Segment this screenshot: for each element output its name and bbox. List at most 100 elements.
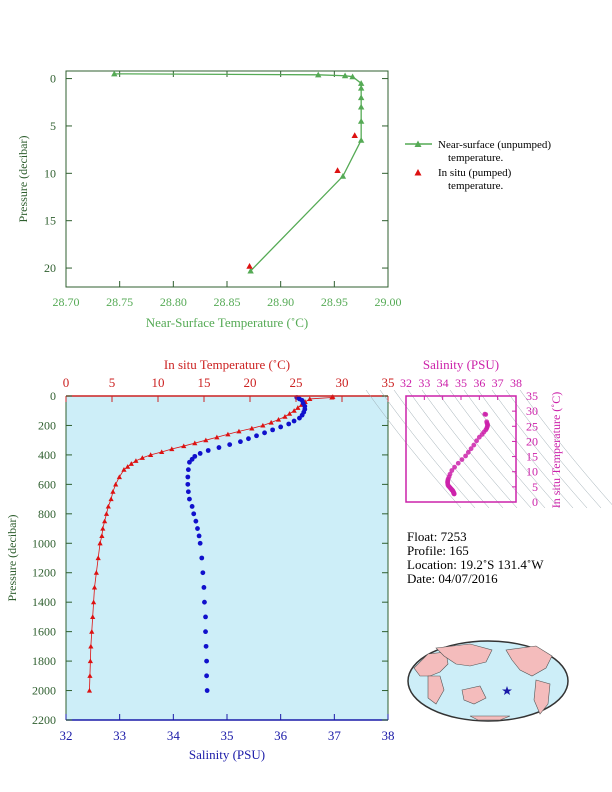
- temperature-point: [139, 455, 145, 460]
- temperature-point: [125, 464, 131, 469]
- temperature-point: [100, 525, 106, 531]
- location: Location: 19.2˚S 131.4˚W: [407, 557, 544, 572]
- inset-x-tick-label: 36: [473, 376, 485, 390]
- density-contour-line: [435, 389, 532, 509]
- temperature-point: [133, 458, 139, 463]
- salinity-point: [187, 459, 192, 465]
- float-id: Float: 7253: [407, 529, 467, 544]
- temperature-point: [88, 643, 94, 649]
- top-legend: Near-surface (unpumped) temperature. In …: [405, 139, 551, 192]
- near-surface-point: [357, 136, 365, 143]
- temperature-tick-label: 5: [109, 375, 116, 390]
- inset-y-tick-label: 20: [526, 434, 538, 448]
- pressure-tick-label: 1400: [32, 595, 56, 609]
- temperature-point: [89, 629, 95, 634]
- pressure-tick-label: 2200: [32, 713, 56, 727]
- map-land-asia: [435, 643, 493, 667]
- temperature-axis-label: In situ Temperature (˚C): [164, 357, 290, 372]
- in-situ-temperature-point: [246, 262, 253, 269]
- salinity-point: [278, 424, 284, 430]
- salinity-point: [193, 518, 199, 524]
- temperature-point: [203, 437, 209, 443]
- temperature-point: [105, 503, 111, 509]
- temperature-point: [192, 440, 198, 446]
- salinity-tick-label: 33: [113, 728, 126, 743]
- pressure-tick-label: 400: [38, 448, 56, 462]
- salinity-point: [291, 418, 297, 424]
- pressure-tick-label: 1200: [32, 566, 56, 580]
- top-x-tick-label: 28.95: [321, 295, 348, 309]
- salinity-point: [216, 445, 222, 450]
- salinity-point: [202, 599, 207, 605]
- density-contour-line: [519, 389, 612, 505]
- inset-y-tick-label: 10: [526, 465, 538, 479]
- inset-y-tick-label: 5: [532, 480, 538, 494]
- inset-x-tick-label: 34: [437, 376, 449, 390]
- salinity-point: [199, 555, 205, 561]
- temperature-point: [113, 481, 119, 487]
- near-surface-point: [349, 73, 356, 80]
- ts-point: [459, 457, 465, 462]
- salinity-point: [204, 688, 210, 693]
- date: Date: 04/07/2016: [407, 571, 498, 586]
- density-contour-line: [393, 389, 490, 509]
- inset-x-tick-label: 35: [455, 376, 467, 390]
- near-surface-point: [357, 103, 365, 110]
- salinity-point: [262, 430, 267, 436]
- salinity-point: [196, 533, 202, 539]
- salinity-point: [238, 439, 243, 445]
- salinity-point: [204, 658, 210, 664]
- near-surface-temperature-line: [114, 73, 362, 272]
- salinity-point: [197, 540, 203, 546]
- ts-point: [455, 460, 461, 466]
- temperature-point: [329, 394, 335, 400]
- inset-y-tick-label: 25: [526, 419, 538, 433]
- inset-y-tick-label: 35: [526, 389, 538, 403]
- float-location-star-icon: [502, 686, 512, 695]
- salinity-point: [195, 526, 200, 531]
- ts-point: [449, 468, 455, 473]
- top-y-tick-label: 5: [50, 119, 56, 133]
- density-contour-line: [477, 389, 574, 509]
- salinity-point: [203, 643, 209, 649]
- legend-entry-2-cont: temperature.: [448, 180, 504, 192]
- salinity-point: [203, 614, 208, 620]
- salinity-point: [185, 489, 191, 495]
- map-land-antarctica: [469, 715, 511, 721]
- top-y-tick-label: 0: [50, 72, 56, 86]
- temperature-point: [110, 489, 116, 494]
- ts-point: [463, 453, 468, 459]
- inset-y-tick-label: 0: [532, 495, 538, 509]
- pressure-tick-label: 800: [38, 507, 56, 521]
- near-surface-point: [339, 172, 347, 179]
- near-surface-temperature-chart: 28.70 28.75 28.80 28.85 28.90 28.95 29.00 0 5 10…: [16, 70, 402, 330]
- salinity-point: [185, 474, 191, 480]
- temperature-point: [295, 405, 301, 410]
- temperature-point: [268, 419, 274, 425]
- ts-point: [474, 438, 479, 444]
- salinity-point: [254, 433, 259, 439]
- temperature-point: [181, 443, 187, 449]
- salinity-point: [286, 421, 292, 427]
- temperature-point: [225, 431, 231, 437]
- inset-y-tick-label: 30: [526, 404, 538, 418]
- density-contour-line: [379, 389, 476, 509]
- top-x-tick-label: 28.80: [160, 295, 187, 309]
- ts-point: [483, 412, 489, 417]
- salinity-point: [185, 481, 191, 487]
- salinity-tick-label: 36: [274, 728, 288, 743]
- temperature-point: [128, 461, 134, 466]
- temperature-point: [87, 658, 93, 664]
- near-surface-point: [247, 267, 254, 274]
- salinity-tick-label: 34: [167, 728, 181, 743]
- top-x-tick-label: 28.90: [267, 295, 294, 309]
- top-y-axis-label: Pressure (decibar): [16, 136, 30, 223]
- temperature-point: [103, 511, 110, 516]
- salinity-tick-label: 32: [60, 728, 73, 743]
- temperature-point: [121, 467, 127, 472]
- in-situ-temperature-point: [351, 132, 358, 138]
- top-x-tick-label: 28.70: [53, 295, 80, 309]
- temperature-point: [95, 555, 101, 561]
